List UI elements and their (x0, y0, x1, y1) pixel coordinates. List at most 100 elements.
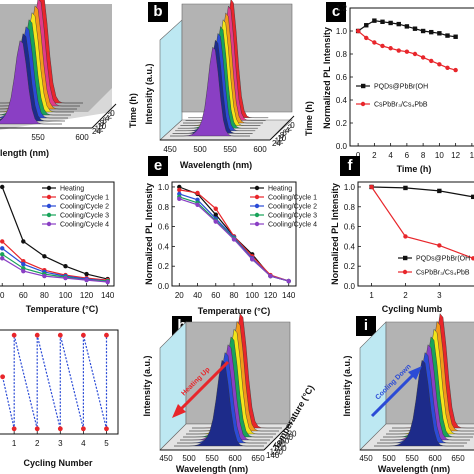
panel-b-z-tick-4: 6 (282, 129, 287, 138)
panel-a-z-tick-5: 4 (105, 114, 110, 123)
panel-c-x-tick-1: 2 (372, 151, 377, 160)
panel-d-frame (0, 181, 115, 287)
panel-f-series (369, 184, 474, 261)
panel-b-x-tick-2: 550 (223, 145, 237, 154)
panel-c-point-1-7 (412, 51, 418, 57)
panel-f-point-1-0 (369, 184, 374, 190)
panel-i-x-tick-3: 600 (428, 454, 442, 463)
panel-c-x-tick-6: 12 (451, 151, 460, 160)
panel-d-series (0, 184, 110, 285)
panel-d-legend-marker-3 (46, 212, 52, 218)
panel-d-legend-label-2: Cooling/Cycle 2 (60, 204, 109, 211)
panel-h-z-tick-4: 60 (280, 437, 289, 446)
panel-c-legend-marker-1 (360, 101, 366, 107)
panel-d-x-tick-3: 100 (59, 291, 73, 300)
panel-i-x-tick-1: 500 (382, 454, 396, 463)
panel-d-series-0-line (1, 186, 108, 280)
panel-b-letter: b (148, 2, 168, 22)
panel-c-y-tick-6: 1.2 (336, 4, 348, 13)
panel-c-xlabel: Time (h) (397, 164, 432, 174)
panel-b-z-tick-0: 24 (272, 139, 281, 148)
panel-f-y-tick-1: 0.2 (344, 262, 356, 271)
panel-f-xlabel: Cycling Numb (382, 304, 443, 314)
panel-c-point-1-6 (404, 49, 410, 54)
panel-f-legend-marker-1 (402, 269, 408, 275)
panel-e-legend-marker-3 (254, 212, 260, 218)
panel-h-z-tick-5: 40 (284, 433, 293, 442)
panel-e-point-4-2 (213, 219, 218, 224)
panel-h-z-tick-2: 100 (273, 444, 287, 453)
panel-b-peak-0 (170, 46, 250, 137)
panel-c-point-0-12 (453, 34, 458, 39)
panel-f-y-tick-4: 0.8 (344, 203, 356, 212)
panel-d-series-4-line (1, 257, 108, 283)
panel-f-x-tick-0: 1 (369, 291, 374, 300)
panel-f-point-1-2 (437, 243, 442, 248)
panel-g-point-0-9 (104, 426, 109, 432)
panel-e-legend-marker-2 (254, 203, 260, 209)
panel-c-point-0-10 (437, 31, 442, 36)
panel-f-legend-label-0: PQDs@PbBr(OH (416, 256, 470, 263)
panel-f-legend: PQDs@PbBr(OH CsPbBr₃/Cs₄PbB (398, 256, 470, 277)
panel-h-ylabel: Intensity (a.u.) (142, 355, 152, 416)
panel-e-point-1-0 (177, 187, 182, 193)
panel-e-y-ticks: 0.0 0.2 0.4 0.6 0.8 1.0 (158, 183, 175, 291)
panel-d-x-tick-2: 80 (40, 291, 49, 300)
panel-c-point-1-11 (445, 65, 450, 71)
panel-f-point-0-1 (403, 185, 408, 191)
panel-i-x-tick-0: 450 (359, 454, 373, 463)
panel-d-x-tick-5: 140 (101, 291, 115, 300)
panel-d-point-2-1 (21, 262, 26, 267)
panel-e-legend-label-1: Cooling/Cycle 1 (268, 195, 317, 202)
panel-g-series-0-line (2, 335, 108, 429)
panel-i-xlabel: Wavelength (nm) (378, 464, 450, 474)
panel-g-xlabel: Cycling Number (23, 458, 93, 468)
panel-c-point-1-2 (372, 40, 377, 45)
panel-f-legend-marker-0 (403, 255, 408, 261)
panel-c-point-0-2 (372, 18, 377, 23)
panel-h-x-tick-1: 500 (182, 454, 196, 463)
panel-g-point-0-7 (80, 426, 86, 432)
panel-e-point-4-0 (177, 196, 182, 202)
panel-d-legend-label-1: Cooling/Cycle 1 (60, 195, 109, 202)
panel-e-point-4-5 (268, 273, 273, 279)
panel-e-x-tick-5: 120 (264, 291, 278, 300)
panel-b-z-axis (269, 115, 295, 141)
panel-d-legend-label-3: Cooling/Cycle 3 (60, 213, 109, 220)
panel-e-x-tick-1: 40 (193, 291, 202, 300)
panel-d-legend-label-0: Heating (60, 186, 84, 193)
panel-c-point-0-8 (420, 28, 426, 34)
panel-d-point-4-4 (84, 277, 89, 283)
panel-a-z-tick-6: 2 (108, 111, 113, 120)
panel-b-z-tick-3: 8 (280, 131, 285, 140)
panel-c-point-0-4 (388, 20, 393, 26)
panel-d-legend-marker-4 (46, 221, 52, 227)
panel-a-z-tick-4: 6 (102, 117, 107, 126)
panel-d-legend-marker-1 (46, 194, 52, 200)
panel-d-x-tick-4: 120 (80, 291, 94, 300)
panel-c-point-0-7 (412, 26, 418, 31)
panel-f-y-tick-3: 0.6 (344, 223, 356, 232)
panel-h-z-tick-0: 140 (266, 451, 280, 460)
panel-e-series (177, 184, 291, 284)
panel-i-ylabel: Intensity (a.u.) (342, 355, 352, 416)
panel-c-point-1-3 (380, 43, 385, 49)
panel-a-z-tick-0: 24 (92, 127, 101, 136)
panel-b-zlabel: Time (h) (304, 101, 314, 136)
panel-h-x-tick-2: 550 (205, 454, 219, 463)
panel-c-point-0-6 (404, 24, 410, 29)
panel-a-spectra (0, 0, 83, 125)
panel-e-y-tick-0: 0.0 (158, 282, 170, 291)
panel-e-legend-label-4: Cooling/Cycle 4 (268, 222, 317, 229)
panel-e-point-0-2 (213, 212, 218, 217)
panel-f-x-tick-2: 3 (437, 291, 442, 300)
panel-d-point-1-0 (0, 239, 5, 244)
panel-e-legend-marker-4 (254, 221, 260, 227)
panel-e-point-4-3 (231, 237, 237, 242)
panel-c-legend-marker-0 (361, 83, 366, 89)
panel-e-y-tick-5: 1.0 (158, 183, 170, 192)
panel-e-x-tick-2: 60 (211, 291, 220, 300)
